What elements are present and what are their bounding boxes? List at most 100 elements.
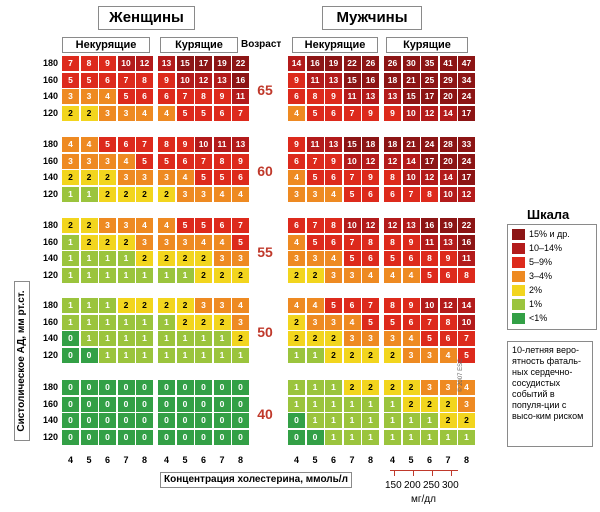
risk-cell: 0 xyxy=(80,413,98,428)
risk-cell: 6 xyxy=(232,170,249,185)
risk-cell: 0 xyxy=(62,347,79,363)
risk-cell: 2 xyxy=(158,186,175,202)
risk-cell: 12 xyxy=(362,218,379,233)
risk-cell: 0 xyxy=(213,396,231,412)
risk-cell: 3 xyxy=(136,234,153,250)
risk-cell: 5 xyxy=(362,314,379,330)
risk-cell: 6 xyxy=(343,298,361,313)
risk-cell: 7 xyxy=(117,72,135,88)
risk-cell: 28 xyxy=(439,137,457,152)
risk-cell: 14 xyxy=(402,153,420,169)
risk-cell: 0 xyxy=(136,396,153,412)
risk-note: 10-летняя веро-ятность фаталь-ных сердеч… xyxy=(507,341,593,447)
risk-cell: 24 xyxy=(421,137,438,152)
risk-cell: 0 xyxy=(158,380,175,395)
risk-cell: 15 xyxy=(176,56,194,71)
risk-cell: 21 xyxy=(402,137,420,152)
risk-cell: 3 xyxy=(232,251,249,266)
men-nonsmoking-header: Некурящие xyxy=(292,37,378,53)
risk-cell: 19 xyxy=(213,56,231,71)
risk-cell: 0 xyxy=(99,380,116,395)
risk-cell: 4 xyxy=(384,267,401,283)
risk-cell: 12 xyxy=(458,186,475,202)
risk-cell: 9 xyxy=(402,234,420,250)
risk-cell: 2 xyxy=(195,267,212,283)
chol-tick-label: 4 xyxy=(67,455,73,465)
chol-tick-label: 4 xyxy=(163,455,169,465)
risk-cell: 1 xyxy=(384,429,401,445)
risk-cell: 0 xyxy=(158,429,175,445)
risk-cell: 1 xyxy=(362,413,379,428)
legend-label: 5–9% xyxy=(529,257,553,267)
risk-cell: 10 xyxy=(176,72,194,88)
risk-cell: 3 xyxy=(62,153,79,169)
risk-cell: 2 xyxy=(306,267,324,283)
risk-cell: 0 xyxy=(80,396,98,412)
risk-cell: 15 xyxy=(343,72,361,88)
risk-cell: 17 xyxy=(458,170,475,185)
risk-cell: 1 xyxy=(158,347,175,363)
risk-cell: 1 xyxy=(176,347,194,363)
risk-cell: 11 xyxy=(213,137,231,152)
risk-cell: 25 xyxy=(421,72,438,88)
risk-cell: 24 xyxy=(458,89,475,104)
risk-cell: 20 xyxy=(439,153,457,169)
risk-cell: 3 xyxy=(80,153,98,169)
chol-tick-label: 5 xyxy=(86,455,92,465)
legend-item: 1% xyxy=(512,299,600,310)
risk-cell: 2 xyxy=(117,234,135,250)
risk-cell: 13 xyxy=(439,234,457,250)
risk-cell: 9 xyxy=(325,89,342,104)
risk-cell: 3 xyxy=(232,314,249,330)
bp-tick-label: 160 xyxy=(42,236,58,247)
risk-cell: 0 xyxy=(195,380,212,395)
risk-cell: 3 xyxy=(288,251,305,266)
bp-tick-label: 180 xyxy=(42,382,58,392)
risk-cell: 5 xyxy=(458,347,475,363)
risk-cell: 22 xyxy=(343,56,361,71)
risk-cell: 3 xyxy=(80,89,98,104)
chol-tick-label: 6 xyxy=(200,455,206,465)
risk-cell: 4 xyxy=(402,267,420,283)
risk-cell: 0 xyxy=(136,413,153,428)
risk-cell: 22 xyxy=(458,218,475,233)
risk-cell: 5 xyxy=(80,72,98,88)
risk-cell: 2 xyxy=(232,267,249,283)
risk-cell: 6 xyxy=(325,105,342,121)
chol-tick-label: 6 xyxy=(426,455,432,465)
risk-cell: 0 xyxy=(117,413,135,428)
risk-cell: 4 xyxy=(439,347,457,363)
risk-cell: 8 xyxy=(439,314,457,330)
risk-cell: 18 xyxy=(384,72,401,88)
risk-cell: 1 xyxy=(306,396,324,412)
risk-cell: 1 xyxy=(421,429,438,445)
risk-cell: 4 xyxy=(195,234,212,250)
risk-cell: 6 xyxy=(117,137,135,152)
risk-cell: 1 xyxy=(306,380,324,395)
risk-cell: 10 xyxy=(458,314,475,330)
risk-cell: 3 xyxy=(158,234,175,250)
risk-cell: 12 xyxy=(384,153,401,169)
risk-cell: 7 xyxy=(421,314,438,330)
risk-cell: 2 xyxy=(136,251,153,266)
risk-cell: 1 xyxy=(117,331,135,346)
risk-cell: 0 xyxy=(195,429,212,445)
women-nonsmoking-header: Некурящие xyxy=(62,37,150,53)
risk-cell: 7 xyxy=(362,298,379,313)
risk-cell: 13 xyxy=(158,56,175,71)
risk-cell: 4 xyxy=(325,186,342,202)
risk-cell: 0 xyxy=(117,429,135,445)
risk-cell: 5 xyxy=(99,137,116,152)
risk-cell: 1 xyxy=(325,429,342,445)
risk-cell: 4 xyxy=(343,314,361,330)
risk-cell: 7 xyxy=(402,186,420,202)
risk-cell: 8 xyxy=(421,186,438,202)
risk-cell: 14 xyxy=(439,170,457,185)
risk-cell: 9 xyxy=(362,170,379,185)
risk-cell: 14 xyxy=(458,298,475,313)
risk-cell: 1 xyxy=(62,267,79,283)
age-label-55: 55 xyxy=(257,244,273,260)
risk-cell: 9 xyxy=(232,153,249,169)
risk-cell: 0 xyxy=(158,413,175,428)
risk-cell: 1 xyxy=(325,396,342,412)
